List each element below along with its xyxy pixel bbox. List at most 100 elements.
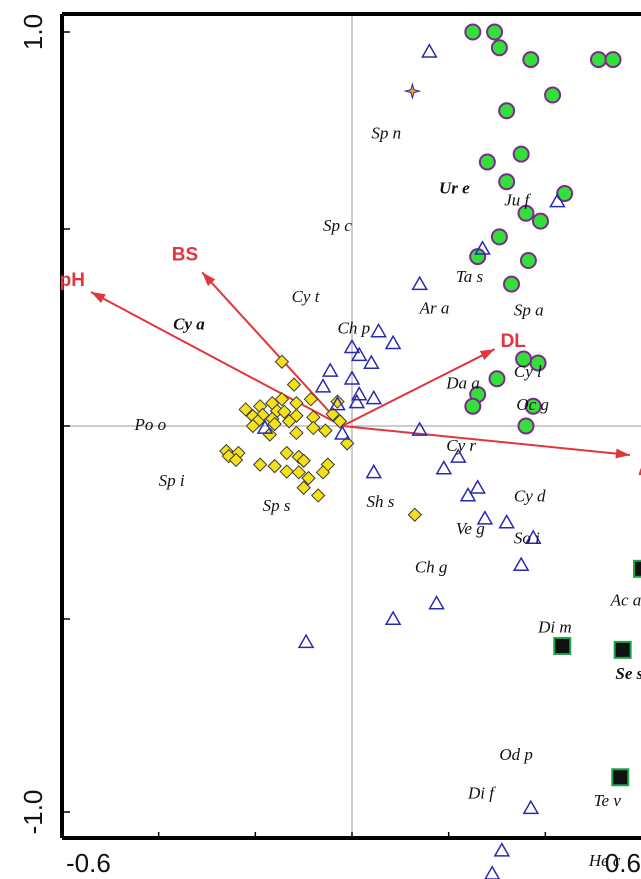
species-label: Se s — [615, 664, 641, 683]
point-circle — [524, 397, 542, 415]
point-diamond — [318, 423, 333, 438]
point-diamond — [325, 406, 340, 422]
species-label: Cy r — [446, 436, 476, 455]
point-circle — [478, 153, 496, 171]
point-diamond — [315, 465, 331, 480]
point-triangle — [365, 463, 383, 479]
species-label: Ac a — [610, 590, 641, 609]
point-circle — [490, 39, 508, 57]
point-circle — [590, 51, 607, 69]
vector-arrowhead — [91, 292, 106, 304]
point-circle — [486, 23, 504, 41]
point-triangle — [363, 354, 380, 369]
species-label: Sh s — [367, 492, 395, 511]
ticks-layer: -0.6 0.6 1.0 -1.0 — [18, 14, 641, 878]
point-diamond — [281, 414, 297, 429]
species-label: So i — [514, 529, 540, 548]
species-label: Od p — [499, 745, 533, 764]
point-circle — [503, 275, 520, 293]
point-square — [633, 559, 641, 578]
labels-layer: Sp n Ur e Ju f Sp c Ta s Sp a Cy t Ar a Cy a Ch p… — [134, 123, 641, 870]
point-triangle — [384, 610, 402, 625]
point-diamond — [286, 377, 302, 392]
points-layer — [219, 23, 641, 879]
x-tick-label: -0.6 — [66, 848, 111, 878]
point-diamond — [279, 464, 294, 479]
point-triangle — [297, 633, 315, 649]
point-triangle — [524, 529, 542, 544]
point-circle — [544, 86, 562, 104]
point-triangle — [493, 842, 511, 857]
point-triangle — [350, 346, 368, 362]
species-label: He c — [588, 851, 621, 870]
point-triangle — [384, 334, 402, 350]
point-circle — [498, 173, 516, 191]
vector-label: AP — [638, 459, 641, 480]
axes-layer — [60, 12, 641, 840]
point-diamond — [407, 507, 423, 522]
vector-ap — [342, 425, 631, 456]
species-label: Cy t — [292, 287, 321, 306]
point-diamond — [291, 465, 307, 480]
point-diamond — [267, 416, 282, 432]
species-label: Po o — [134, 415, 167, 434]
point-circle — [519, 252, 537, 270]
point-diamond — [296, 453, 311, 468]
species-label: Ch g — [415, 558, 448, 577]
point-triangle — [522, 799, 540, 815]
vector-ph — [90, 291, 343, 427]
point-triangle — [435, 459, 453, 475]
point-triangle — [428, 595, 445, 610]
vector-arrowhead — [615, 448, 630, 459]
vector-label: pH — [60, 270, 85, 291]
species-label: Cy l — [514, 362, 542, 381]
species-label: Te v — [594, 791, 622, 810]
point-triangle — [329, 395, 346, 411]
point-triangle — [476, 510, 494, 525]
x-tick-label: 0.6 — [605, 848, 641, 878]
species-label: Sp s — [263, 496, 291, 515]
point-square — [553, 637, 572, 656]
point-star — [403, 82, 422, 100]
point-circle — [512, 145, 530, 163]
point-square — [613, 640, 632, 659]
vector-arrowhead — [202, 272, 216, 287]
species-label: Sp c — [323, 216, 352, 235]
species-label: Oc g — [516, 395, 549, 414]
point-diamond — [279, 445, 294, 461]
point-diamond — [310, 488, 326, 503]
y-tick-label: -1.0 — [18, 790, 48, 835]
point-diamond — [303, 392, 319, 407]
point-triangle — [498, 513, 515, 529]
species-label: Sp i — [159, 471, 185, 490]
point-triangle — [350, 385, 368, 401]
vector-bs — [201, 271, 344, 427]
species-label: Ju f — [504, 190, 531, 209]
point-circle — [517, 204, 535, 222]
species-label: Ur e — [439, 179, 470, 198]
point-circle — [498, 102, 516, 120]
point-diamond — [228, 452, 244, 468]
point-triangle — [450, 448, 467, 463]
point-triangle — [365, 389, 383, 405]
species-label: Sp a — [514, 301, 544, 320]
point-circle — [604, 51, 622, 69]
point-triangle — [343, 338, 361, 354]
point-circle — [464, 397, 482, 415]
point-circle — [488, 370, 506, 388]
point-triangle — [512, 556, 530, 571]
point-circle — [464, 23, 482, 41]
point-triangle — [484, 865, 501, 879]
point-circle — [532, 212, 549, 230]
point-triangle — [314, 378, 332, 393]
point-diamond — [245, 418, 261, 434]
vector-label: DL — [501, 331, 527, 352]
point-diamond — [301, 470, 316, 486]
point-triangle — [459, 486, 477, 502]
point-diamond — [262, 427, 278, 442]
point-triangle — [334, 425, 351, 440]
point-triangle — [474, 240, 491, 255]
point-triangle — [469, 479, 486, 494]
point-triangle — [370, 322, 387, 338]
point-triangle — [549, 192, 566, 208]
